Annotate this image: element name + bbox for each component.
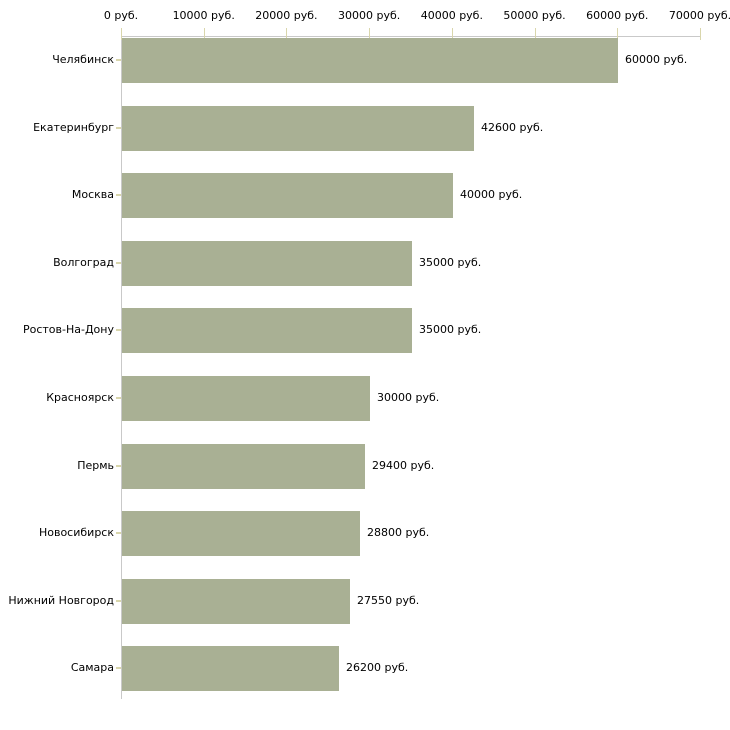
bar-value-label: 40000 руб. xyxy=(460,188,523,201)
category-tick-mark xyxy=(116,59,121,61)
category-label: Екатеринбург xyxy=(33,121,114,134)
bar xyxy=(122,241,412,286)
category-label: Самара xyxy=(70,661,114,674)
x-tick-label: 40000 руб. xyxy=(420,9,483,22)
bar xyxy=(122,511,360,556)
bar-value-label: 30000 руб. xyxy=(377,391,440,404)
category-label: Ростов-На-Дону xyxy=(22,323,114,336)
category-tick-mark xyxy=(116,465,121,467)
bar xyxy=(122,38,618,83)
bar xyxy=(122,106,474,151)
category-tick-mark xyxy=(116,667,121,669)
bar xyxy=(122,173,453,218)
bar xyxy=(122,444,365,489)
category-label: Красноярск xyxy=(46,391,114,404)
category-tick-mark xyxy=(116,262,121,264)
category-tick-mark xyxy=(116,397,121,399)
bar xyxy=(122,646,339,691)
category-tick-mark xyxy=(116,194,121,196)
category-label: Москва xyxy=(71,188,114,201)
x-tick-mark xyxy=(369,28,371,40)
x-tick-label: 20000 руб. xyxy=(255,9,318,22)
bar xyxy=(122,579,350,624)
bar-value-label: 35000 руб. xyxy=(419,323,482,336)
category-label: Волгоград xyxy=(53,256,114,269)
bar-value-label: 35000 руб. xyxy=(419,256,482,269)
x-tick-mark xyxy=(121,28,122,40)
bar-value-label: 60000 руб. xyxy=(625,53,688,66)
bar xyxy=(122,376,370,421)
bar-value-label: 42600 руб. xyxy=(481,121,544,134)
x-tick-label: 50000 руб. xyxy=(503,9,566,22)
y-axis-line xyxy=(121,36,122,699)
bar-value-label: 28800 руб. xyxy=(367,526,430,539)
category-label: Новосибирск xyxy=(38,526,114,539)
category-tick-mark xyxy=(116,127,121,129)
x-tick-label: 10000 руб. xyxy=(172,9,235,22)
category-label: Пермь xyxy=(77,459,114,472)
category-tick-mark xyxy=(116,600,121,602)
x-tick-mark xyxy=(617,28,619,40)
category-tick-mark xyxy=(116,532,121,534)
x-tick-mark xyxy=(451,28,453,40)
x-tick-label: 70000 руб. xyxy=(668,9,730,22)
x-tick-mark xyxy=(203,28,205,40)
bar-value-label: 29400 руб. xyxy=(372,459,435,472)
x-tick-mark xyxy=(534,28,536,40)
bar xyxy=(122,308,412,353)
x-tick-label: 0 руб. xyxy=(103,9,139,22)
category-label: Челябинск xyxy=(52,53,114,66)
bar-value-label: 27550 руб. xyxy=(357,594,420,607)
x-tick-mark xyxy=(700,28,701,40)
x-tick-label: 30000 руб. xyxy=(338,9,401,22)
x-tick-label: 60000 руб. xyxy=(586,9,649,22)
category-tick-mark xyxy=(116,329,121,331)
x-tick-mark xyxy=(286,28,288,40)
bar-value-label: 26200 руб. xyxy=(346,661,409,674)
category-label: Нижний Новгород xyxy=(8,594,114,607)
x-axis-line xyxy=(121,36,701,37)
